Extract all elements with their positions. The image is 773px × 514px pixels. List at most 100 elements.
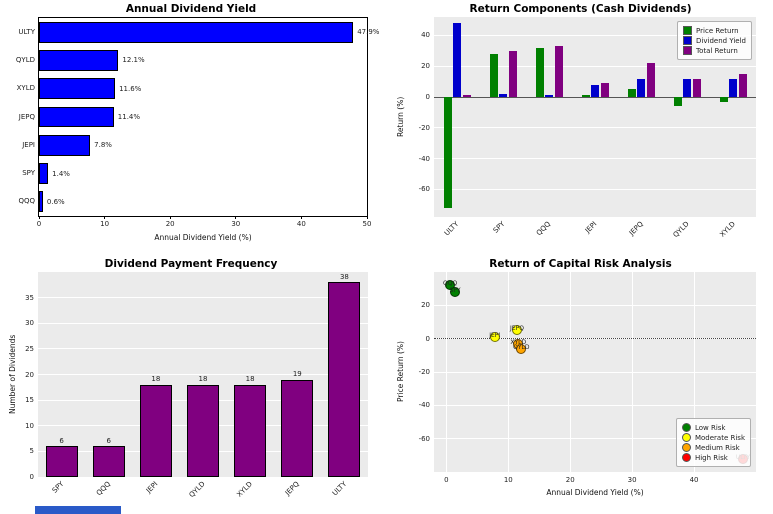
legend-row: High Risk — [681, 453, 745, 462]
grid-line — [631, 272, 633, 472]
point-label: JEPI — [489, 332, 501, 339]
legend-label: Medium Risk — [694, 443, 740, 452]
grid-line — [445, 272, 447, 472]
legend-swatch — [683, 36, 693, 45]
bar-value-label: 38 — [339, 272, 349, 281]
bar-qyld-price-return — [673, 97, 682, 107]
x-tick-label: XYLD — [718, 220, 737, 239]
legend-row: Medium Risk — [681, 443, 745, 452]
y-tick-label: 20 — [421, 301, 430, 310]
y-tick-label: ULTY — [18, 27, 35, 36]
x-tick-label: 40 — [689, 476, 699, 484]
y-tick-label: 40 — [421, 31, 430, 40]
x-tick-label: QQQ — [535, 220, 553, 238]
bar-qqq — [39, 191, 43, 213]
bar-jepi-total-return — [600, 83, 609, 97]
bar-spy-price-return — [489, 53, 498, 97]
x-tick-label: 10 — [100, 220, 110, 228]
x-tick-label: XYLD — [235, 480, 254, 499]
x-tick-label: SPY — [491, 220, 507, 235]
y-tick-label: 20 — [25, 370, 34, 379]
bar-xyld — [234, 384, 267, 477]
legend-row: Total Return — [683, 46, 746, 55]
plot-area: 47.9% ULTY 12.1% QYLD 11.6% XYLD 11.4% JEPQ 7.8%… — [16, 17, 379, 228]
y-tick-label: SPY — [22, 169, 35, 178]
chart-title: Return of Capital Risk Analysis — [489, 258, 672, 270]
bar-qqq-total-return — [554, 46, 563, 97]
y-tick-label: 30 — [25, 319, 34, 328]
grid-line — [38, 297, 368, 299]
bar-jepq-dividend-yield — [637, 78, 645, 97]
legend-swatch — [683, 26, 693, 35]
bar-qyld-dividend-yield — [683, 78, 691, 97]
point-jepq — [511, 325, 522, 336]
plot-area: 20 0 -20 -40 -60 0 10 20 30 40 QQQ SPY JEPI JEPQ XYLD Q… — [419, 272, 756, 484]
legend-label: Dividend Yield — [696, 36, 746, 45]
point-jepi — [489, 332, 500, 342]
bar-spy — [45, 446, 78, 477]
x-tick-mark — [235, 216, 237, 219]
legend-row: Low Risk — [681, 423, 745, 432]
panel-annual-dividend-yield: Annual Dividend Yield 47.9% ULTY 12.1% QYLD… — [2, 0, 380, 253]
y-tick-label: QYLD — [15, 55, 35, 64]
x-axis-label: Annual Dividend Yield (%) — [546, 488, 644, 497]
grid-line — [693, 272, 695, 472]
grid-line — [434, 65, 756, 67]
grid-line — [434, 371, 756, 373]
bar-ulty-dividend-yield — [453, 23, 461, 97]
point-label: QQQ — [443, 280, 458, 288]
x-tick-label: 30 — [231, 220, 241, 228]
y-axis-label: Price Return (%) — [396, 341, 405, 403]
legend-swatch — [681, 443, 691, 452]
x-tick-label: JEPQ — [283, 480, 301, 498]
x-axis-label: Annual Dividend Yield (%) — [154, 233, 252, 242]
bar-jepi-price-return — [581, 95, 590, 97]
bar-value-label: 18 — [198, 375, 208, 384]
x-tick-label: QYLD — [671, 220, 691, 240]
y-tick-label: 35 — [25, 293, 34, 302]
legend-swatch — [683, 46, 693, 55]
legend-swatch — [681, 453, 691, 462]
y-tick-label: 20 — [421, 62, 430, 71]
legend-row: Dividend Yield — [683, 36, 746, 45]
bar-jepq-total-return — [646, 63, 655, 97]
bar-value-label: 47.9% — [357, 28, 380, 37]
legend-swatch — [681, 433, 691, 442]
bar-qyld-total-return — [692, 78, 701, 97]
x-tick-label: 30 — [627, 476, 637, 484]
bar-value-label: 19 — [292, 370, 302, 379]
bar-value-label: 0.6% — [46, 197, 65, 206]
y-tick-label: -60 — [418, 185, 430, 194]
y-axis-label: Return (%) — [396, 96, 405, 138]
y-tick-label: 0 — [29, 473, 34, 481]
bar-value-label: 18 — [245, 375, 255, 384]
bar-spy — [39, 163, 49, 185]
bar-xyld-total-return — [738, 73, 747, 97]
legend-label: Low Risk — [694, 423, 726, 432]
grid-line — [569, 272, 571, 472]
x-tick-label: ULTY — [330, 480, 349, 498]
point-spy — [450, 287, 461, 297]
grid-line — [434, 438, 756, 440]
x-tick-label: JEPI — [583, 220, 599, 235]
bar-ulty — [39, 21, 354, 43]
panel-return-components: Return Components (Cash Dividends) Retur… — [390, 0, 771, 253]
bar-xyld — [39, 78, 116, 100]
bar-jepi-dividend-yield — [591, 84, 599, 97]
point-label: JEPQ — [510, 325, 524, 333]
taskbar-fragment[interactable] — [35, 506, 121, 514]
grid-line — [434, 304, 756, 306]
zero-dotted-line — [434, 338, 756, 340]
x-tick-label: 20 — [165, 220, 175, 228]
point-qyld — [516, 343, 527, 354]
point-label: XYLD — [510, 338, 527, 346]
bar-jepq — [39, 106, 114, 128]
bar-qqq — [92, 446, 125, 477]
legend-label: Total Return — [696, 46, 738, 55]
x-tick-label: JEPI — [144, 480, 160, 495]
bar-jepq — [281, 379, 314, 477]
risk-legend: Low Risk Moderate Risk Medium Risk High Ris… — [675, 418, 751, 467]
y-tick-label: -60 — [418, 434, 430, 443]
bar-spy-dividend-yield — [499, 93, 507, 97]
panel-dividend-frequency: Dividend Payment Frequency Number of Div… — [2, 255, 380, 512]
